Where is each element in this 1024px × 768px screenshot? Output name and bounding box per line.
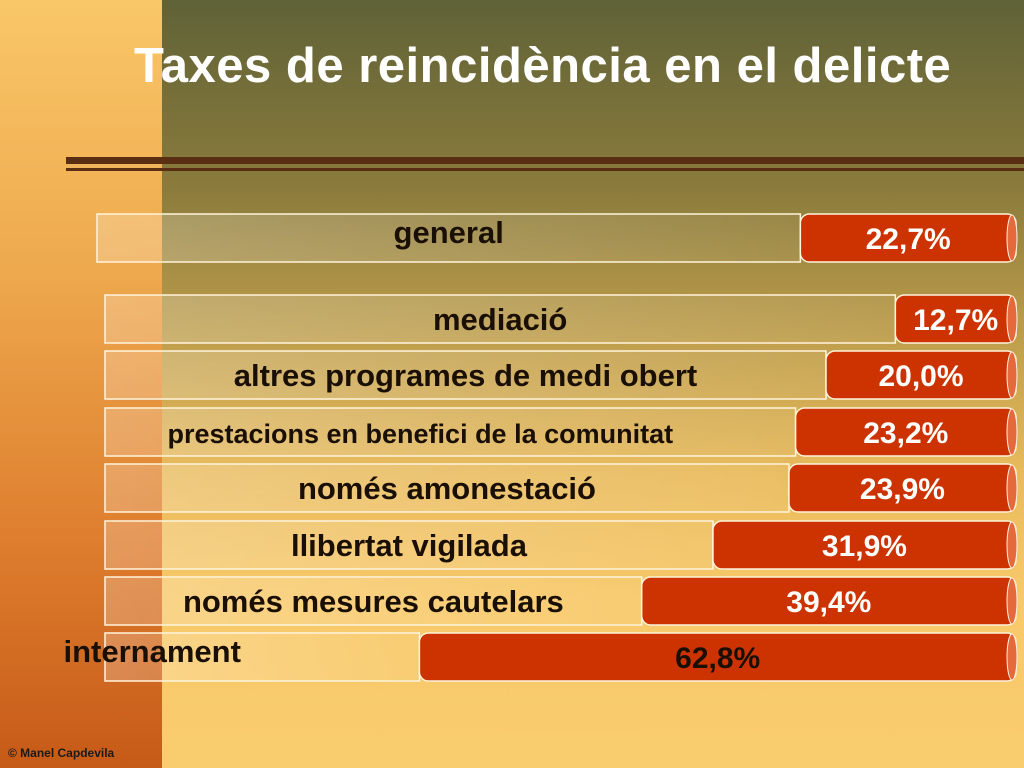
value-label-3: 23,2% [863, 417, 948, 450]
bar-end-cap-1 [1006, 295, 1018, 343]
bar-end-cap-4 [1006, 464, 1018, 512]
value-label-2: 20,0% [878, 360, 963, 393]
category-label-0: general [394, 215, 504, 250]
category-label-2: altres programes de medi obert [234, 358, 697, 393]
title-underline-thin [66, 168, 1024, 171]
category-box-4 [104, 463, 790, 513]
category-box-5 [104, 520, 714, 570]
value-label-4: 23,9% [860, 473, 945, 506]
title-underline-thick [66, 157, 1024, 164]
value-label-1: 12,7% [913, 304, 998, 337]
slide-title: Taxes de reincidència en el delicte [134, 39, 952, 93]
bar-end-cap-0 [1006, 214, 1018, 262]
value-label-5: 31,9% [822, 530, 907, 563]
bar-end-cap-2 [1006, 351, 1018, 399]
category-box-0 [96, 213, 802, 263]
bar-end-cap-6 [1006, 577, 1018, 625]
category-box-3 [104, 407, 797, 457]
value-label-6: 39,4% [786, 586, 871, 619]
bar-end-cap-7 [1006, 633, 1018, 681]
category-label-6: només mesures cautelars [183, 584, 564, 619]
value-label-0: 22,7% [866, 223, 951, 256]
category-box-1 [104, 294, 897, 344]
category-box-6 [104, 576, 643, 626]
category-label-7: internament [63, 634, 240, 669]
bar-end-cap-5 [1006, 521, 1018, 569]
category-box-2 [104, 350, 827, 400]
category-label-5: llibertat vigilada [291, 528, 528, 563]
category-box-7 [104, 632, 421, 682]
copyright-credit: © Manel Capdevila [8, 746, 115, 760]
category-label-4: només amonestació [298, 471, 596, 506]
value-label-7: 62,8% [675, 642, 760, 675]
category-label-3: prestacions en benefici de la comunitat [167, 419, 673, 449]
bar-end-cap-3 [1006, 408, 1018, 456]
category-label-1: mediació [433, 302, 567, 337]
